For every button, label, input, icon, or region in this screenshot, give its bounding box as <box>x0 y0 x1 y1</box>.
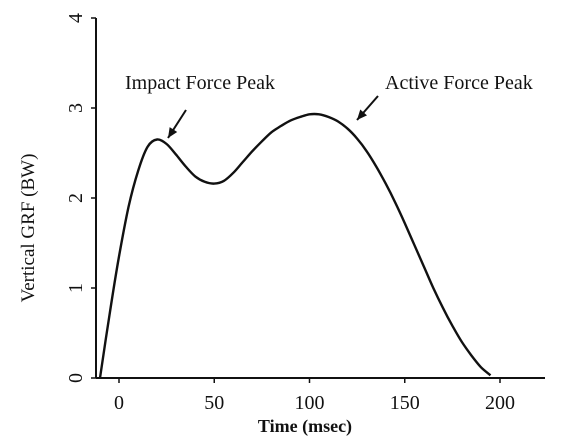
annotation-label-0: Impact Force Peak <box>125 72 275 94</box>
y-tick-label-4: 4 <box>65 13 87 23</box>
y-tick-label-2: 2 <box>65 193 87 203</box>
annotation-arrowhead-0 <box>168 127 178 138</box>
annotation-arrowhead-1 <box>357 109 367 120</box>
x-tick-label-200: 200 <box>485 392 515 414</box>
x-tick-label-150: 150 <box>390 392 420 414</box>
y-tick-label-1: 1 <box>65 283 87 293</box>
x-tick-label-0: 0 <box>114 392 124 414</box>
series <box>98 112 492 379</box>
annotations: Impact Force Peak Active Force Peak <box>125 72 533 139</box>
ticks: 0 1 2 3 4 0 50 100 150 200 <box>65 13 515 414</box>
x-tick-label-50: 50 <box>204 392 224 414</box>
x-tick-label-100: 100 <box>295 392 325 414</box>
annotation-label-1: Active Force Peak <box>385 72 533 94</box>
y-tick-label-3: 3 <box>65 103 87 113</box>
y-axis-title: Vertical GRF (BW) <box>18 154 39 303</box>
series-line-0 <box>98 112 492 379</box>
x-axis-title: Time (msec) <box>258 416 352 437</box>
y-tick-label-0: 0 <box>65 373 87 383</box>
